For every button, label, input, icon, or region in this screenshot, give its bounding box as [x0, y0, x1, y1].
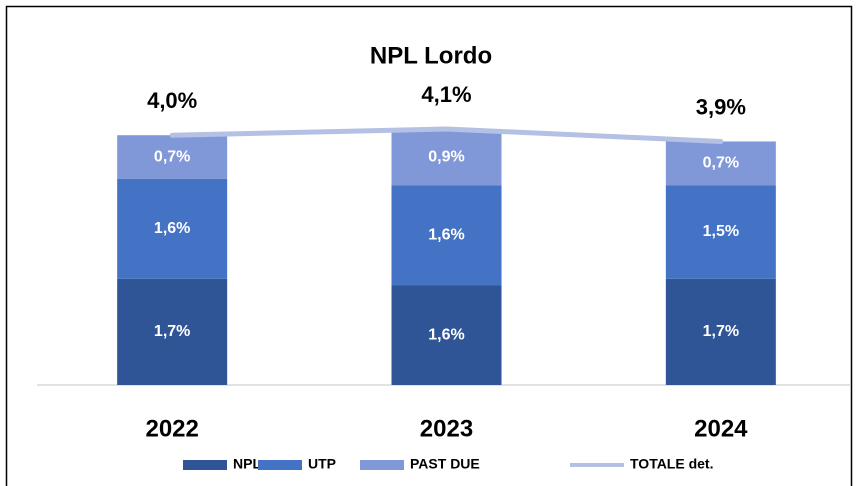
data-label: 1,6% — [428, 226, 464, 243]
legend-label: PAST DUE — [410, 456, 480, 472]
total-label: 4,1% — [421, 82, 471, 107]
data-label: 1,7% — [703, 323, 739, 340]
legend-swatch — [360, 460, 404, 470]
bar-segment — [665, 141, 776, 186]
data-label: 0,7% — [154, 148, 190, 165]
x-tick-label: 2022 — [145, 415, 198, 442]
bar-segment — [665, 185, 776, 279]
total-label: 3,9% — [696, 94, 746, 119]
legend-label: TOTALE det. — [630, 456, 713, 472]
bar-segment — [391, 285, 502, 385]
bar-segment — [391, 128, 502, 186]
bar-segment — [117, 178, 228, 279]
legend-swatch — [258, 460, 302, 470]
data-label: 0,9% — [428, 148, 464, 165]
legend-swatch — [183, 460, 227, 470]
data-label: 1,5% — [703, 223, 739, 240]
x-tick-label: 2024 — [694, 415, 748, 442]
data-label: 0,7% — [703, 155, 739, 172]
legend-label: UTP — [308, 456, 336, 472]
data-label: 1,6% — [428, 326, 464, 343]
x-tick-label: 2023 — [420, 415, 473, 442]
data-label: 1,6% — [154, 220, 190, 237]
legend-label: NPL — [233, 456, 261, 472]
bar-segment — [391, 185, 502, 286]
bar-segment — [665, 278, 776, 385]
bar-segment — [117, 135, 228, 179]
bar-segment — [117, 278, 228, 385]
chart-title: NPL Lordo — [370, 42, 492, 69]
total-label: 4,0% — [147, 88, 197, 113]
total-line — [169, 126, 724, 144]
data-label: 1,7% — [154, 323, 190, 340]
